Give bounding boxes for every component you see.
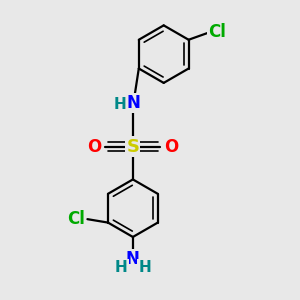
Text: H: H bbox=[138, 260, 151, 274]
Text: S: S bbox=[126, 138, 140, 156]
Text: N: N bbox=[127, 94, 140, 112]
Text: Cl: Cl bbox=[208, 22, 226, 40]
Text: Cl: Cl bbox=[68, 210, 85, 228]
Text: H: H bbox=[113, 97, 126, 112]
Text: N: N bbox=[126, 250, 140, 268]
Text: O: O bbox=[87, 138, 102, 156]
Text: H: H bbox=[115, 260, 128, 274]
Text: O: O bbox=[164, 138, 178, 156]
